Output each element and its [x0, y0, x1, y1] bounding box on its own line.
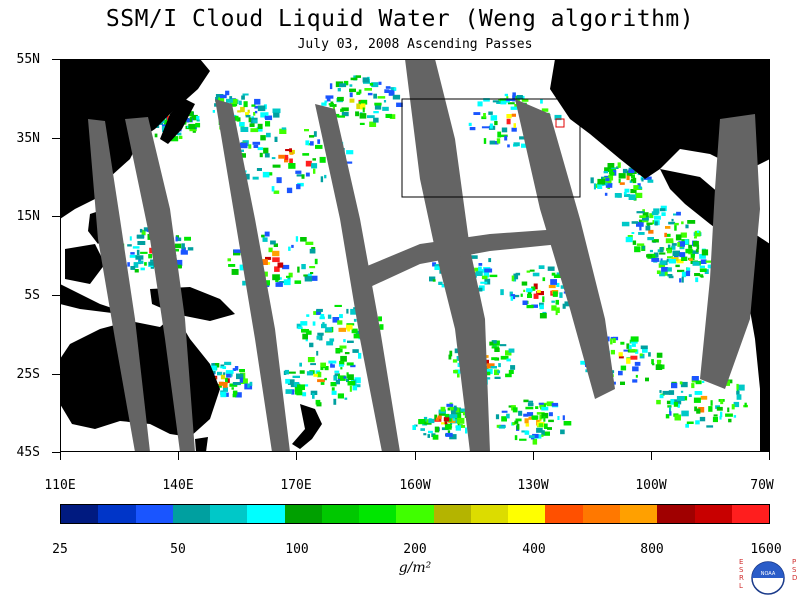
- tasmania-island: [195, 437, 208, 452]
- colorbar-label-400: 400: [522, 542, 546, 557]
- swath-gaps: [88, 59, 760, 452]
- lon-label-130w: 130W: [517, 478, 549, 493]
- colorbar-cell: [619, 505, 658, 523]
- lat-label-5s: 5S: [24, 288, 40, 303]
- colorbar-label-25: 25: [52, 542, 68, 557]
- lat-label-35n: 35N: [16, 131, 40, 146]
- swath-gap-6: [515, 99, 615, 399]
- new-zealand-islands: [292, 404, 322, 449]
- lat-tick: [52, 374, 60, 375]
- lon-tick: [769, 452, 770, 460]
- lat-label-15n: 15N: [16, 209, 40, 224]
- lat-label-25s: 25S: [16, 367, 40, 382]
- colorbar-cell: [396, 505, 434, 523]
- colorbar-cell: [657, 505, 695, 523]
- black-outline-box: [401, 98, 581, 198]
- map-subtitle: July 03, 2008 Ascending Passes: [297, 37, 533, 52]
- map-canvas: [60, 59, 770, 452]
- sumatra-java-islands: [60, 284, 120, 314]
- colorbar-label-800: 800: [640, 542, 664, 557]
- lon-label-70w: 70W: [750, 478, 774, 493]
- cloud-water-map: [60, 59, 770, 452]
- colorbar-cell: [135, 505, 173, 523]
- colorbar-unit: g/m²: [398, 560, 432, 576]
- noaa-emblem-text: NOAA: [761, 571, 776, 577]
- red-outline-box: [555, 118, 565, 128]
- swath-crossing-band: [360, 229, 560, 287]
- colorbar: [60, 504, 770, 524]
- lat-tick: [52, 452, 60, 453]
- colorbar-cell: [172, 505, 211, 523]
- colorbar-cell: [731, 505, 770, 523]
- lon-tick: [651, 452, 652, 460]
- lon-label-160w: 160W: [399, 478, 431, 493]
- colorbar-cell: [321, 505, 360, 523]
- lon-label-170e: 170E: [280, 478, 312, 493]
- colorbar-cell: [694, 505, 732, 523]
- colorbar-label-50: 50: [170, 542, 186, 557]
- colorbar-cell: [545, 505, 583, 523]
- colorbar-label-200: 200: [403, 542, 427, 557]
- japan-island: [160, 99, 195, 144]
- lon-tick: [533, 452, 534, 460]
- swath-gap-2: [125, 117, 195, 452]
- borneo-island: [65, 244, 105, 284]
- lon-tick: [60, 452, 61, 460]
- colorbar-cell: [61, 505, 99, 523]
- colorbar-cell: [210, 505, 248, 523]
- lon-tick: [296, 452, 297, 460]
- map-title: SSM/I Cloud Liquid Water (Weng algorithm…: [105, 6, 695, 32]
- lat-tick: [52, 295, 60, 296]
- lat-label-45s: 45S: [16, 445, 40, 460]
- lat-tick: [52, 59, 60, 60]
- lon-label-110e: 110E: [44, 478, 76, 493]
- colorbar-cell: [98, 505, 136, 523]
- north-america-landmass: [550, 59, 770, 179]
- lat-label-55n: 55N: [16, 52, 40, 67]
- swath-gap-3: [215, 99, 290, 452]
- swath-gap-4: [315, 104, 400, 452]
- lon-label-100w: 100W: [635, 478, 667, 493]
- lon-tick: [415, 452, 416, 460]
- lat-tick: [52, 138, 60, 139]
- colorbar-label-100: 100: [285, 542, 309, 557]
- colorbar-cell: [284, 505, 322, 523]
- colorbar-cell: [433, 505, 471, 523]
- lat-tick: [52, 216, 60, 217]
- colorbar-cell: [470, 505, 509, 523]
- south-america-landmass: [748, 249, 770, 452]
- colorbar-cell: [359, 505, 397, 523]
- colorbar-cell: [508, 505, 546, 523]
- colorbar-cell: [247, 505, 285, 523]
- colorbar-label-1600: 1600: [750, 542, 782, 557]
- lon-tick: [178, 452, 179, 460]
- colorbar-cell: [582, 505, 620, 523]
- lon-label-140e: 140E: [162, 478, 194, 493]
- swath-gap-7: [700, 114, 760, 389]
- swath-gap-1: [88, 119, 150, 452]
